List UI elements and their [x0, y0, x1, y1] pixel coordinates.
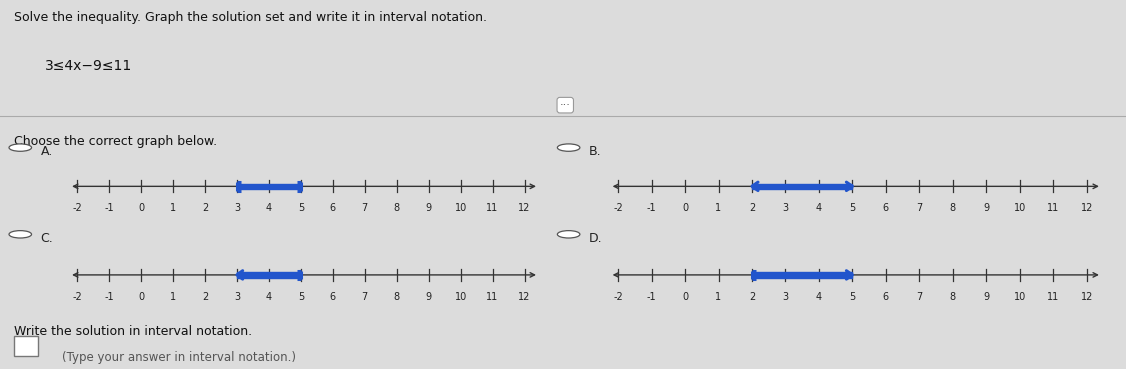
Text: 12: 12 [518, 203, 530, 213]
Bar [752, 184, 852, 189]
Text: 7: 7 [917, 292, 922, 302]
Text: Solve the inequality. Graph the solution set and write it in interval notation.: Solve the inequality. Graph the solution… [14, 11, 486, 24]
Text: 4: 4 [816, 203, 822, 213]
Text: 6: 6 [883, 203, 888, 213]
Text: 0: 0 [682, 292, 688, 302]
Text: -2: -2 [72, 292, 82, 302]
Text: Choose the correct graph below.: Choose the correct graph below. [14, 135, 216, 148]
Text: 11: 11 [1047, 292, 1060, 302]
Text: -1: -1 [646, 203, 656, 213]
Text: 9: 9 [983, 292, 990, 302]
Text: Write the solution in interval notation.: Write the solution in interval notation. [14, 325, 251, 338]
Text: 5: 5 [849, 203, 856, 213]
Text: 2: 2 [749, 203, 756, 213]
Text: 1: 1 [170, 203, 176, 213]
Text: 3: 3 [783, 292, 788, 302]
Bar [236, 184, 301, 189]
Text: 8: 8 [394, 292, 400, 302]
Text: 6: 6 [330, 292, 336, 302]
Text: 11: 11 [1047, 203, 1060, 213]
Text: 0: 0 [138, 203, 144, 213]
Text: 0: 0 [138, 292, 144, 302]
Text: 0: 0 [682, 203, 688, 213]
Text: 11: 11 [486, 292, 499, 302]
Text: 10: 10 [1013, 292, 1026, 302]
Text: -2: -2 [614, 203, 623, 213]
Text: D.: D. [589, 232, 602, 245]
Text: 2: 2 [202, 292, 208, 302]
Text: 1: 1 [715, 203, 722, 213]
Text: 8: 8 [394, 203, 400, 213]
Text: A.: A. [41, 145, 53, 158]
Text: 4: 4 [266, 292, 272, 302]
Text: 1: 1 [715, 292, 722, 302]
Text: 8: 8 [949, 292, 956, 302]
Text: 12: 12 [1081, 203, 1093, 213]
Text: 3: 3 [234, 203, 240, 213]
Text: 6: 6 [330, 203, 336, 213]
Text: 2: 2 [202, 203, 208, 213]
Bar [752, 272, 852, 277]
Text: 12: 12 [1081, 292, 1093, 302]
Text: C.: C. [41, 232, 53, 245]
Text: 5: 5 [297, 292, 304, 302]
Text: 9: 9 [983, 203, 990, 213]
Text: 10: 10 [1013, 203, 1026, 213]
Text: ···: ··· [560, 100, 571, 110]
Text: 3≤4x−9≤11: 3≤4x−9≤11 [45, 59, 132, 73]
Text: 6: 6 [883, 292, 888, 302]
Text: 4: 4 [266, 203, 272, 213]
Text: 3: 3 [783, 203, 788, 213]
Text: -1: -1 [105, 292, 114, 302]
Bar [236, 272, 301, 277]
Text: B.: B. [589, 145, 601, 158]
Text: 2: 2 [749, 292, 756, 302]
Text: 9: 9 [426, 203, 431, 213]
Text: 5: 5 [849, 292, 856, 302]
Text: 12: 12 [518, 292, 530, 302]
Text: -2: -2 [614, 292, 623, 302]
Text: 11: 11 [486, 203, 499, 213]
Text: -2: -2 [72, 203, 82, 213]
Text: 7: 7 [361, 203, 368, 213]
Text: 7: 7 [361, 292, 368, 302]
Text: -1: -1 [105, 203, 114, 213]
Text: 5: 5 [297, 203, 304, 213]
Text: 8: 8 [949, 203, 956, 213]
Text: 1: 1 [170, 292, 176, 302]
Text: (Type your answer in interval notation.): (Type your answer in interval notation.) [62, 351, 296, 363]
Text: 9: 9 [426, 292, 431, 302]
Text: 10: 10 [455, 203, 466, 213]
Text: 7: 7 [917, 203, 922, 213]
Text: 10: 10 [455, 292, 466, 302]
Text: 3: 3 [234, 292, 240, 302]
Text: 4: 4 [816, 292, 822, 302]
Text: -1: -1 [646, 292, 656, 302]
